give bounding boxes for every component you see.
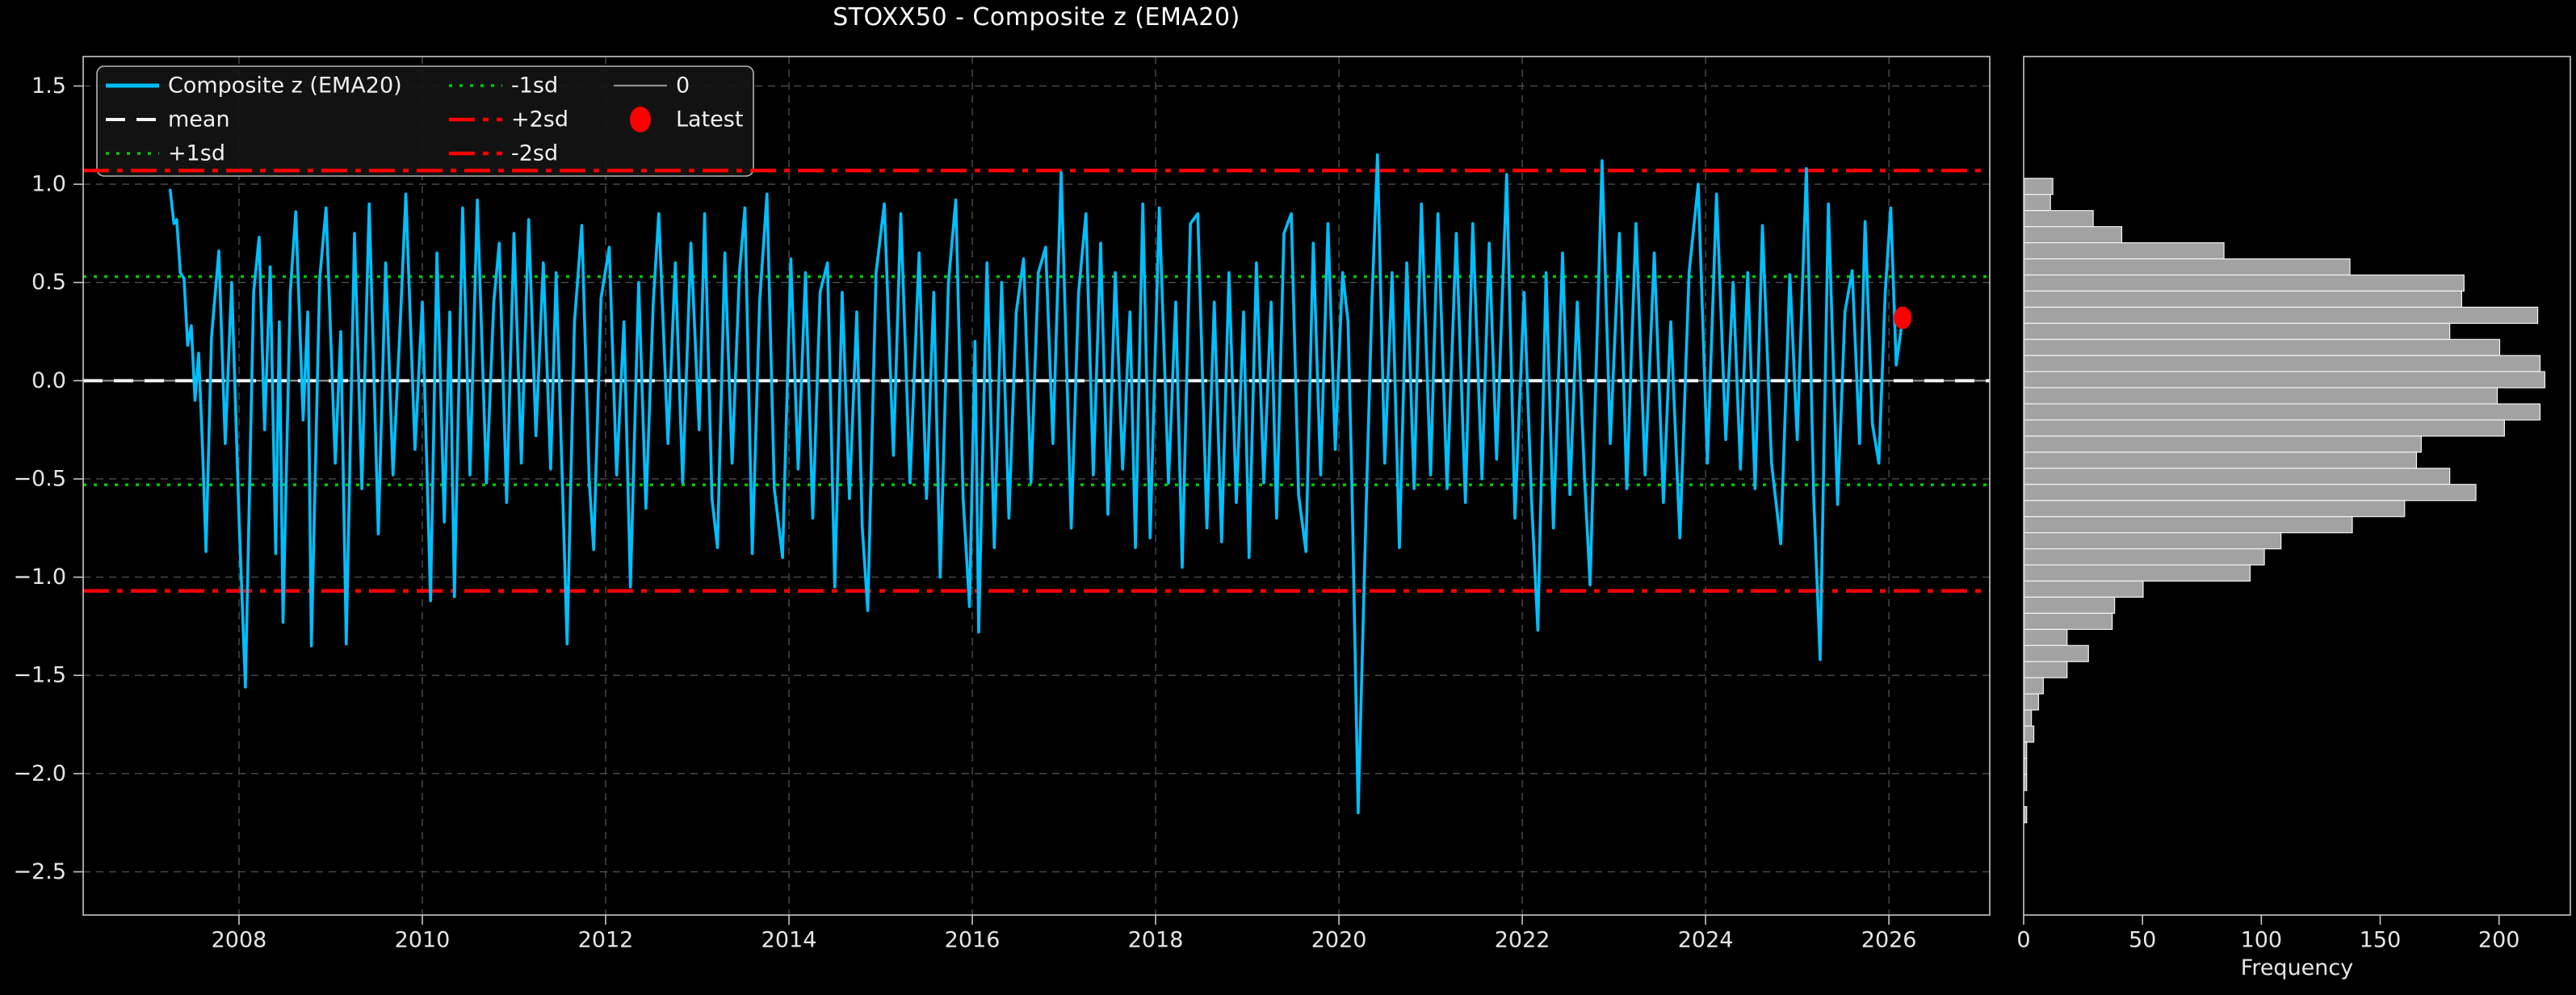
histogram-bar [2024, 451, 2418, 469]
histogram-bar [2024, 435, 2422, 453]
histogram-bar [2024, 628, 2068, 646]
legend-item-label: +2sd [511, 107, 568, 132]
chart-title: STOXX50 - Composite z (EMA20) [833, 3, 1240, 31]
y-tick-label: −1.5 [13, 663, 66, 688]
histogram-bar [2024, 194, 2051, 212]
histogram-bar [2024, 548, 2265, 566]
histogram-bar [2024, 596, 2116, 614]
legend-item-label: Composite z (EMA20) [168, 73, 402, 99]
histogram-xlabel: Frequency [2240, 955, 2354, 980]
histogram-bar [2024, 644, 2089, 662]
histogram-bar [2024, 226, 2123, 244]
y-tick-label: 1.5 [31, 73, 66, 99]
histogram-bar [2024, 258, 2351, 276]
histogram-bar [2024, 693, 2040, 711]
histogram-bar [2024, 580, 2144, 598]
histogram-bar [2024, 677, 2044, 695]
histogram-bar [2024, 709, 2033, 727]
histogram-bar [2024, 741, 2028, 759]
y-tick-label: −1.0 [13, 565, 66, 590]
histogram-plot-border [2023, 56, 2571, 916]
histogram-bar [2024, 355, 2541, 372]
histogram-bar [2024, 371, 2546, 388]
hist-x-tick-label: 200 [2478, 928, 2520, 953]
hist-x-tick-label: 0 [2016, 928, 2030, 953]
y-tick-label: 0.0 [31, 368, 66, 393]
x-tick-label: 2016 [945, 928, 1001, 953]
hist-x-tick-label: 150 [2360, 928, 2402, 953]
x-tick-label: 2018 [1128, 928, 1184, 953]
histogram-bar [2024, 242, 2225, 260]
histogram-bar [2024, 532, 2282, 550]
histogram-bar [2024, 290, 2463, 308]
histogram-bar [2024, 806, 2028, 824]
histogram-bar [2024, 564, 2251, 582]
histogram-bar [2024, 274, 2465, 292]
x-tick-label: 2024 [1678, 928, 1734, 953]
legend-item-label: mean [168, 107, 230, 132]
x-tick-label: 2010 [395, 928, 451, 953]
legend-item-label: 0 [676, 73, 690, 99]
y-tick-label: 1.0 [31, 172, 66, 197]
y-tick-label: 0.5 [31, 270, 66, 295]
legend-item-label: Latest [676, 107, 743, 132]
histogram-bar [2024, 210, 2094, 228]
y-tick-label: −2.5 [13, 859, 66, 884]
y-tick-label: −0.5 [13, 466, 66, 491]
histogram-bar [2024, 725, 2035, 743]
histogram-bar [2024, 468, 2451, 485]
x-tick-label: 2008 [212, 928, 267, 953]
histogram-bar [2024, 387, 2498, 405]
histogram-bar [2024, 419, 2505, 437]
y-tick-label: −2.0 [13, 761, 66, 786]
legend [96, 65, 754, 177]
legend-swatch-latest-marker-icon [630, 107, 651, 132]
composite-z-line [169, 153, 1904, 815]
histogram-bar [2024, 516, 2353, 534]
histogram-bar [2024, 178, 2054, 195]
histogram-bar [2024, 758, 2028, 775]
histogram-bar [2024, 484, 2477, 502]
legend-item-label: -2sd [511, 141, 558, 166]
latest-marker [1894, 306, 1912, 330]
main-plot-border [82, 56, 1991, 916]
x-tick-label: 2020 [1311, 928, 1367, 953]
hist-x-tick-label: 100 [2241, 928, 2283, 953]
hist-x-tick-label: 50 [2129, 928, 2156, 953]
histogram-bar [2024, 338, 2501, 356]
x-tick-label: 2022 [1495, 928, 1550, 953]
histogram-bar [2024, 774, 2028, 791]
histogram-bar [2024, 306, 2539, 324]
histogram-bar [2024, 322, 2451, 340]
histogram-bar [2024, 612, 2113, 630]
histogram-bar [2024, 500, 2406, 518]
x-tick-label: 2014 [761, 928, 817, 953]
legend-item-label: +1sd [168, 141, 225, 166]
histogram-bar [2024, 403, 2541, 421]
x-tick-label: 2026 [1861, 928, 1917, 953]
x-tick-label: 2012 [578, 928, 634, 953]
legend-item-label: -1sd [511, 73, 558, 99]
histogram-bar [2024, 661, 2068, 678]
